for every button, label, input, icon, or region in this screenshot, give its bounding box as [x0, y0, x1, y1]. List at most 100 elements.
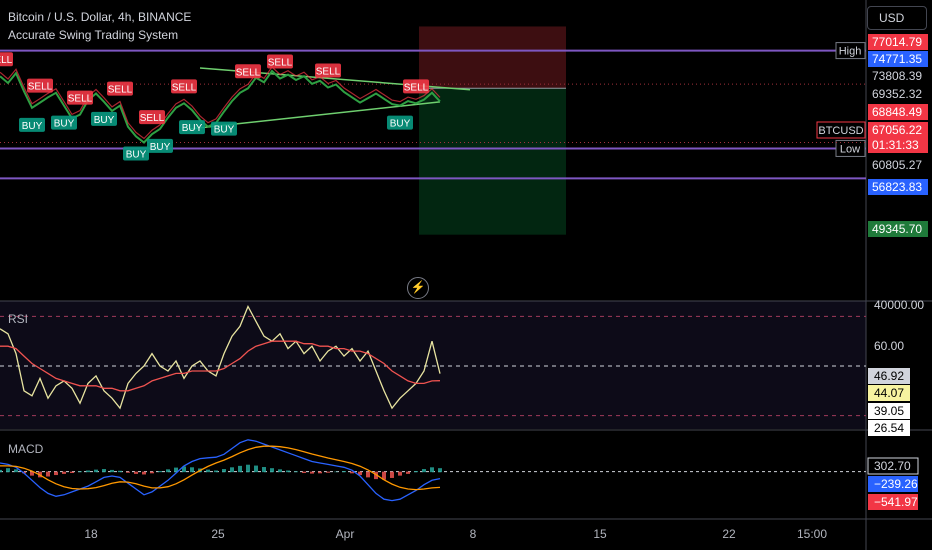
sell-signal — [315, 63, 341, 78]
price-tag — [868, 34, 928, 50]
rsi-value-text: 60.00 — [874, 339, 904, 353]
signal-label: BUY — [54, 119, 75, 130]
macd-histogram-bar — [54, 471, 58, 476]
signal-label: BUY — [22, 121, 43, 132]
signal-label: SELL — [140, 113, 165, 124]
macd-histogram-bar — [222, 469, 226, 473]
macd-histogram-bar — [70, 471, 74, 474]
macd-signal-line — [0, 445, 441, 491]
buy-signal — [123, 146, 149, 161]
macd-histogram-bar — [390, 471, 394, 478]
macd-histogram-bar — [406, 471, 410, 474]
position-risk-zone — [419, 26, 566, 89]
sell-signal — [67, 90, 93, 105]
rsi-value-text: 39.05 — [874, 404, 904, 418]
price-tag-text: 68848.49 — [872, 105, 922, 119]
macd-histogram-bar — [286, 470, 290, 473]
lightning-bolt-icon[interactable]: ⚡ — [407, 277, 429, 299]
macd-histogram-bar — [126, 471, 130, 473]
macd-line — [0, 439, 441, 502]
macd-histogram-bar — [166, 469, 170, 473]
price-tag — [868, 137, 928, 153]
buy-signal — [179, 120, 205, 135]
macd-histogram-bar — [342, 471, 346, 473]
macd-histogram-bar — [206, 469, 210, 473]
y-tick-label: 40000.00 — [874, 298, 924, 312]
signal-label: BUY — [214, 125, 235, 136]
macd-histogram-bar — [350, 471, 354, 474]
signal-label: SELL — [268, 57, 293, 68]
sell-signal — [171, 79, 197, 94]
macd-histogram-bar — [262, 467, 266, 473]
price-tag-text: 67056.22 — [872, 123, 922, 137]
buy-signal — [387, 115, 413, 130]
macd-histogram-bar — [358, 471, 362, 476]
buy-signal — [147, 138, 173, 153]
buy-signal — [51, 115, 77, 130]
sell-signal — [27, 78, 53, 93]
macd-histogram-bar — [78, 471, 82, 473]
rsi-value-text: 46.92 — [874, 369, 904, 383]
macd-value-tag — [868, 494, 918, 510]
macd-histogram-bar — [334, 471, 338, 473]
rsi-value-tag — [868, 385, 910, 401]
signal-label: SELL — [0, 55, 13, 66]
symbol-tag: BTCUSD — [818, 125, 863, 137]
x-tick-label: 25 — [211, 527, 225, 541]
macd-histogram-bar — [302, 471, 306, 474]
x-tick-label: 15 — [593, 527, 607, 541]
currency-button[interactable]: USD — [867, 6, 927, 30]
price-tag-text: 56823.83 — [872, 180, 922, 194]
position-reward-zone — [419, 88, 566, 235]
sell-signal — [403, 79, 429, 94]
signal-label: SELL — [68, 94, 93, 105]
macd-histogram-bar — [214, 470, 218, 473]
price-tag — [868, 122, 928, 138]
buy-signal — [211, 121, 237, 136]
price-tag — [868, 179, 928, 195]
macd-value-tag — [868, 476, 918, 492]
macd-histogram-bar — [110, 469, 114, 473]
sell-signal — [235, 64, 261, 79]
sell-signal — [267, 54, 293, 69]
signal-label: SELL — [28, 82, 53, 93]
level-label-box — [835, 42, 866, 60]
price-tag — [868, 51, 928, 67]
macd-histogram-bar — [174, 467, 178, 473]
macd-histogram-bar — [46, 471, 50, 477]
macd-histogram-bar — [294, 471, 298, 473]
level-label-box — [835, 139, 866, 157]
rsi-value-tag — [868, 420, 910, 436]
indicator-name: Accurate Swing Trading System — [8, 28, 179, 42]
rsi-value-text: 44.07 — [874, 386, 904, 400]
macd-histogram-bar — [14, 469, 18, 473]
macd-histogram-bar — [318, 471, 322, 474]
macd-histogram-bar — [422, 469, 426, 473]
macd-histogram-bar — [94, 469, 98, 473]
macd-histogram-bar — [86, 470, 90, 473]
price-tag — [868, 221, 928, 237]
macd-histogram-bar — [398, 471, 402, 476]
signal-label: BUY — [126, 149, 147, 160]
macd-histogram-bar — [278, 469, 282, 473]
macd-histogram-bar — [142, 471, 146, 475]
signal-label: SELL — [316, 67, 341, 78]
signal-label: BUY — [182, 123, 203, 134]
signal-label: BUY — [390, 119, 411, 130]
rsi-ma-line — [0, 340, 441, 392]
macd-histogram-bar — [102, 469, 106, 473]
macd-histogram-bar — [254, 465, 258, 473]
macd-histogram-bar — [150, 471, 154, 474]
macd-histogram-bar — [182, 466, 186, 473]
price-tag — [868, 68, 928, 84]
sell-signal — [107, 81, 133, 96]
macd-label: MACD — [8, 442, 44, 456]
price-high-line — [0, 66, 441, 140]
price-tag-text: 01:31:33 — [872, 138, 919, 152]
macd-histogram-bar — [158, 471, 162, 473]
rsi-value-tag — [868, 403, 910, 419]
rsi-value-tag — [868, 368, 910, 384]
macd-value-tag — [867, 457, 919, 475]
